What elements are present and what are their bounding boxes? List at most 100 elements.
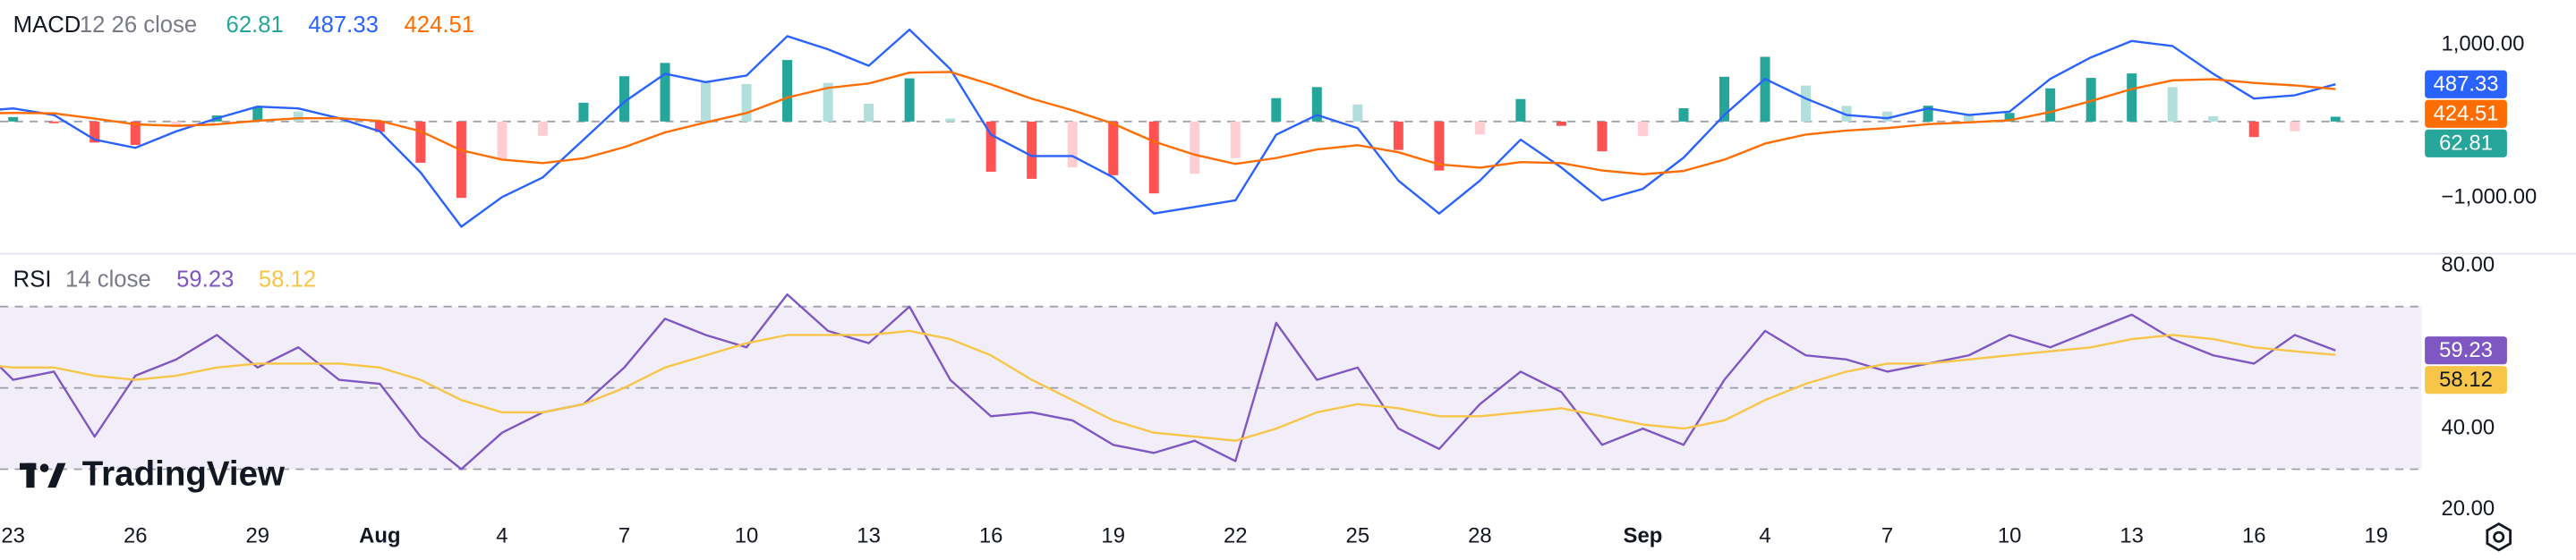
logo-icon (20, 462, 66, 488)
histogram-bar (1230, 121, 1241, 158)
histogram-bar (864, 103, 874, 122)
logo-part (47, 462, 66, 488)
x-tick-label: 10 (735, 524, 759, 548)
histogram-bar (1801, 85, 1812, 122)
price-tag-label: 59.23 (2439, 338, 2493, 362)
histogram-bar (2045, 88, 2056, 122)
histogram-bar (1148, 121, 1159, 194)
histogram-bar (1556, 121, 1566, 126)
x-tick-label: 19 (2365, 524, 2389, 548)
histogram-bar (2330, 116, 2341, 122)
y-tick-label: 1,000.00 (2441, 32, 2524, 56)
settings-hex[interactable] (2486, 522, 2512, 552)
histogram-bar (171, 121, 182, 128)
x-tick-label: 16 (2242, 524, 2266, 548)
histogram-bar (90, 121, 100, 143)
histogram-bar (618, 76, 629, 122)
histogram-bar (701, 81, 712, 122)
x-tick-label: 28 (1468, 524, 1492, 548)
x-tick-label: 26 (124, 524, 148, 548)
y-tick-label: 40.00 (2441, 415, 2495, 439)
price-tag-label: 487.33 (2434, 72, 2499, 96)
settings-hole[interactable] (2493, 530, 2505, 543)
legend-value: 424.51 (405, 13, 475, 38)
histogram-bar (1352, 104, 1363, 122)
histogram-bar (334, 121, 345, 123)
histogram-bar (1434, 121, 1445, 171)
histogram-bar (1760, 56, 1770, 122)
histogram-bar (1923, 106, 1933, 122)
histogram-bar (2248, 121, 2259, 138)
histogram-bar (1311, 87, 1322, 122)
histogram-bar (48, 121, 59, 123)
y-tick-label: 20.00 (2441, 496, 2495, 521)
histogram-bar (374, 121, 385, 132)
histogram-bar (1067, 121, 1078, 168)
histogram-bar (1597, 121, 1608, 152)
legend-params: 12 26 close (80, 13, 197, 38)
histogram-bar (1271, 98, 1282, 122)
price-tag-label: 424.51 (2434, 101, 2499, 125)
price-tag (2425, 70, 2507, 98)
settings-icon[interactable] (2486, 522, 2512, 552)
logo-part (39, 463, 49, 472)
histogram-bar (1841, 106, 1852, 122)
histogram-bar (1678, 107, 1689, 122)
histogram-bar (537, 121, 548, 136)
histogram-bar (1637, 121, 1648, 137)
histogram-bar (415, 121, 426, 163)
x-tick-label: 25 (1346, 524, 1370, 548)
legend-title: RSI (13, 267, 52, 293)
histogram-bar (1474, 121, 1485, 135)
x-tick-label: 10 (1998, 524, 2022, 548)
x-tick-label: 23 (1, 524, 25, 548)
histogram-bar (2167, 87, 2178, 122)
price-tag (2425, 129, 2507, 157)
histogram-bar (2004, 113, 2015, 122)
price-tag-label: 62.81 (2439, 132, 2493, 156)
histogram-bar (1393, 121, 1403, 150)
x-tick-label: 13 (2120, 524, 2144, 548)
histogram-bar (1719, 76, 1730, 122)
histogram-bar (130, 121, 141, 145)
histogram-bar (293, 111, 303, 122)
histogram-bar (823, 82, 833, 122)
histogram-bar (945, 118, 956, 122)
histogram-bar (782, 60, 793, 122)
legend-value: 59.23 (176, 267, 234, 293)
histogram-bar (2208, 115, 2219, 122)
x-tick-label: 19 (1101, 524, 1125, 548)
indicator-line (0, 71, 2336, 175)
legend-value: 62.81 (226, 13, 284, 38)
logo-part (26, 462, 35, 488)
legend-title: MACD (13, 13, 81, 38)
y-tick-label: −1,000.00 (2441, 185, 2537, 209)
histogram-bar (2290, 121, 2300, 132)
price-tag-label: 58.12 (2439, 368, 2493, 392)
histogram-bar (904, 78, 915, 122)
x-tick-label: 16 (979, 524, 1003, 548)
x-tick-label: 29 (246, 524, 270, 548)
histogram-bar (1882, 111, 1893, 122)
histogram-bar (1108, 121, 1119, 175)
histogram-bar (660, 63, 670, 122)
y-tick-label: 80.00 (2441, 253, 2495, 277)
histogram-bar (578, 102, 589, 122)
x-tick-label: 7 (618, 524, 630, 548)
histogram-bar (1190, 121, 1200, 174)
price-tag (2425, 366, 2507, 395)
x-tick-label: 7 (1881, 524, 1893, 548)
histogram-bar (456, 121, 466, 199)
indicator-line (0, 293, 2336, 471)
histogram-bar (2086, 78, 2096, 122)
x-tick-label: Aug (359, 524, 400, 548)
x-tick-label: 4 (496, 524, 508, 548)
watermark: TradingView (82, 455, 286, 494)
price-tag (2425, 99, 2507, 128)
histogram-bar (8, 116, 19, 122)
x-tick-label: 13 (857, 524, 881, 548)
indicator-line (0, 28, 2336, 228)
